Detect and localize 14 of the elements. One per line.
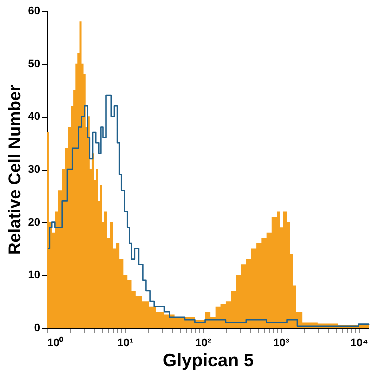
y-tick-label: 10 [28,270,40,282]
y-axis-title: Relative Cell Number [5,84,24,256]
x-tick-label: 10⁰ [48,336,64,350]
x-axis-title: Glypican 5 [162,350,254,370]
y-tick-label: 0 [34,322,40,334]
x-tick-label: 10¹ [118,338,134,350]
x-tick-label: 10³ [274,338,290,350]
x-tick-label: 10² [196,338,212,350]
y-tick-label: 40 [28,111,40,124]
y-tick-label: 60 [28,6,40,18]
y-tick-label: 50 [28,58,40,70]
x-tick-label: 10⁴ [350,338,368,350]
y-tick-label: 30 [28,164,40,176]
y-tick-label: 20 [28,216,40,229]
